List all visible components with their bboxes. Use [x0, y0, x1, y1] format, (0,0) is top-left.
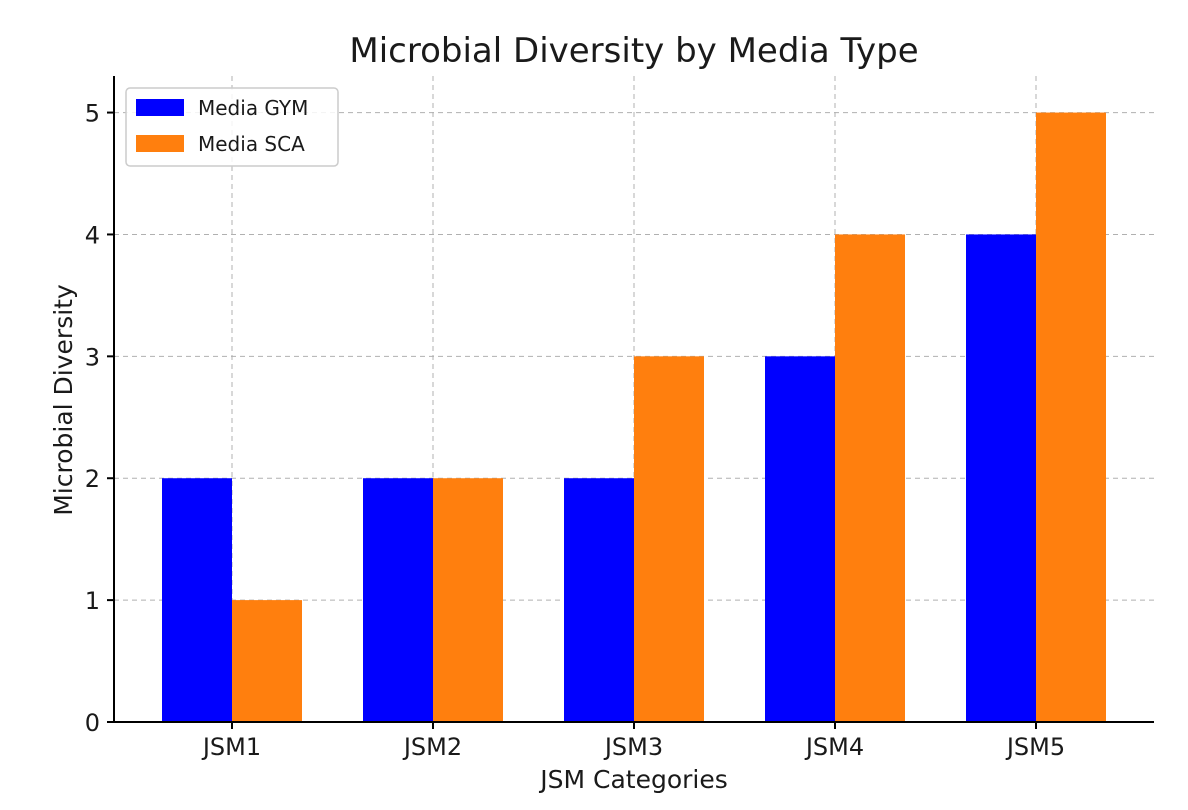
- x-tick-label-jsm5: JSM5: [1005, 733, 1065, 761]
- y-tick-label-2: 2: [85, 465, 100, 493]
- x-axis-label: JSM Categories: [538, 765, 728, 794]
- bars: [162, 112, 1106, 723]
- y-tick-label-1: 1: [85, 587, 100, 615]
- x-tick-label-jsm3: JSM3: [603, 733, 663, 761]
- y-tick-label-3: 3: [85, 343, 100, 371]
- y-tick-label-5: 5: [85, 100, 100, 128]
- tick-labels: 0 1 2 3 4 5 JSM1 JSM2 JSM3 JSM4 JSM5: [85, 100, 1065, 761]
- legend-label-media-gym: Media GYM: [198, 96, 308, 120]
- y-tick-label-4: 4: [85, 221, 100, 249]
- axes: [107, 76, 1154, 729]
- bar-media-gym-jsm5: [966, 234, 1036, 723]
- bar-media-gym-jsm1: [162, 478, 232, 722]
- bar-media-gym-jsm3: [564, 478, 634, 722]
- legend-label-media-sca: Media SCA: [198, 132, 305, 156]
- x-tick-label-jsm2: JSM2: [402, 733, 462, 761]
- bar-media-sca-jsm1: [232, 600, 302, 722]
- legend-swatch-media-sca: [136, 135, 184, 152]
- bar-media-gym-jsm4: [765, 356, 835, 722]
- bar-media-sca-jsm5: [1036, 112, 1106, 722]
- y-tick-label-0: 0: [85, 709, 100, 737]
- legend-swatch-media-gym: [136, 99, 184, 116]
- chart-title: Microbial Diversity by Media Type: [349, 31, 918, 71]
- bar-media-sca-jsm4: [835, 234, 905, 723]
- x-tick-label-jsm1: JSM1: [201, 733, 261, 761]
- legend: Media GYM Media SCA: [125, 87, 339, 167]
- bar-media-sca-jsm2: [433, 478, 503, 722]
- bar-media-sca-jsm3: [634, 356, 704, 722]
- y-axis-label: Microbial Diversity: [49, 284, 78, 516]
- bar-media-gym-jsm2: [363, 478, 433, 722]
- x-tick-label-jsm4: JSM4: [804, 733, 864, 761]
